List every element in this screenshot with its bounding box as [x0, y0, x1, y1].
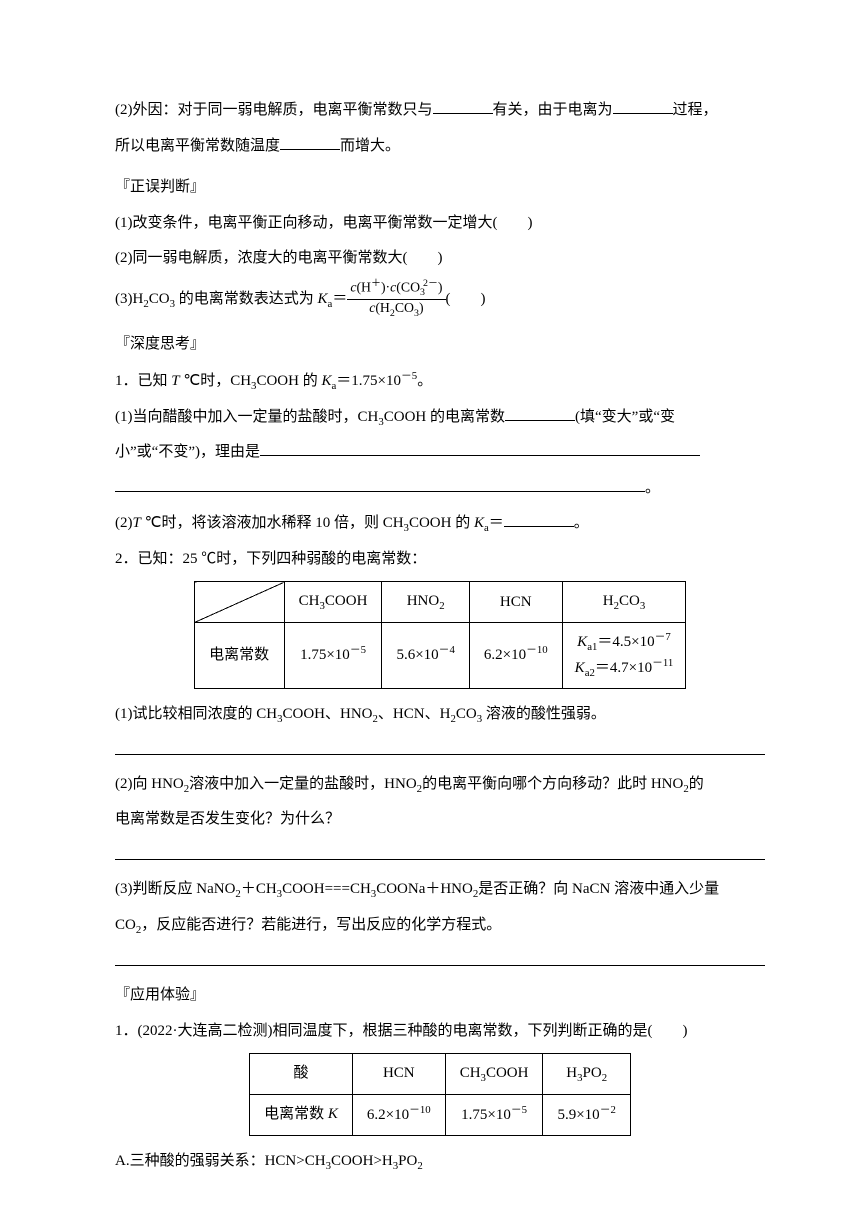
table-rowhead: 电离常数 — [194, 623, 284, 688]
fill-blank[interactable] — [505, 404, 575, 421]
text: (2)外因：对于同一弱电解质，电离平衡常数只与 — [115, 102, 433, 118]
var-K: K — [321, 373, 331, 389]
equals: ＝ — [332, 290, 347, 306]
fraction: c(H＋)·c(CO32－)c(H2CO3) — [347, 279, 445, 320]
superscript: －5 — [401, 370, 417, 382]
text: ℃时，CH — [180, 373, 251, 389]
section-judge-title: 『正误判断』 — [115, 172, 765, 204]
text: ( ) — [446, 290, 486, 306]
text: 1．已知 — [115, 373, 171, 389]
text: 小”或“不变”)，理由是 — [115, 444, 260, 460]
deep-q2-3b: CO2，反应能否进行？若能进行，写出反应的化学方程式。 — [115, 910, 765, 942]
deep-q1-2: (2)T ℃时，将该溶液加水稀释 10 倍，则 CH3COOH 的 Ka＝。 — [115, 508, 765, 540]
deep-q2-1: (1)试比较相同浓度的 CH3COOH、HNO2、HCN、H2CO3 溶液的酸性… — [115, 699, 765, 731]
fill-blank[interactable] — [504, 511, 574, 528]
table-header: CH3COOH — [284, 582, 382, 623]
var-K: K — [474, 515, 484, 531]
app-q1: 1．(2022·大连高二检测)相同温度下，根据三种酸的电离常数，下列判断正确的是… — [115, 1016, 765, 1048]
fill-blank[interactable] — [433, 98, 493, 115]
text: (2) — [115, 515, 133, 531]
deep-q2-2a: (2)向 HNO2溶液中加入一定量的盐酸时，HNO2的电离平衡向哪个方向移动？此… — [115, 769, 765, 801]
section-app-title: 『应用体验』 — [115, 980, 765, 1012]
table-row: 电离常数 1.75×10－5 5.6×10－4 6.2×10－10 Ka1＝4.… — [194, 623, 686, 688]
ionization-constants-table: CH3COOH HNO2 HCN H2CO3 电离常数 1.75×10－5 5.… — [194, 581, 687, 688]
text: (填“变大”或“变 — [575, 409, 675, 425]
table-cell: 5.9×10－2 — [543, 1094, 630, 1136]
var-T: T — [133, 515, 141, 531]
table-rowhead: 电离常数 K — [250, 1094, 353, 1136]
table-cell: 1.75×10－5 — [445, 1094, 543, 1136]
text: (3)H — [115, 290, 143, 306]
app-option-a: A.三种酸的强弱关系：HCN>CH3COOH>H3PO2 — [115, 1146, 765, 1178]
fill-blank[interactable] — [280, 133, 340, 150]
table-row: 电离常数 K 6.2×10－10 1.75×10－5 5.9×10－2 — [250, 1094, 631, 1136]
deep-q1-1c: 。 — [115, 473, 765, 505]
deep-q1-1: (1)当向醋酸中加入一定量的盐酸时，CH3COOH 的电离常数(填“变大”或“变 — [115, 402, 765, 434]
table-header: CH3COOH — [445, 1054, 543, 1095]
section-title-text: 『正误判断』 — [115, 179, 205, 195]
table-cell: 5.6×10－4 — [382, 623, 469, 688]
fill-blank-line[interactable] — [115, 950, 765, 967]
table-cell: Ka1＝4.5×10－7 Ka2＝4.7×10－11 — [562, 623, 686, 688]
text: ＝1.75×10 — [336, 373, 401, 389]
deep-q1: 1．已知 T ℃时，CH3COOH 的 Ka＝1.75×10－5。 — [115, 365, 765, 398]
intro-line2: 所以电离平衡常数随温度 而增大。 — [115, 131, 765, 163]
text: 过程， — [673, 102, 718, 118]
text: 而增大。 — [340, 138, 400, 154]
text: COOH 的 — [256, 373, 321, 389]
text: 所以电离平衡常数随温度 — [115, 138, 280, 154]
table-row: 酸 HCN CH3COOH H3PO2 — [250, 1054, 631, 1095]
table-cell: 1.75×10－5 — [284, 623, 382, 688]
fill-blank[interactable] — [260, 440, 700, 457]
deep-q2: 2．已知：25 ℃时，下列四种弱酸的电离常数： — [115, 544, 765, 576]
fill-blank-line[interactable] — [115, 738, 765, 755]
text: CO — [149, 290, 170, 306]
section-title-text: 『应用体验』 — [115, 987, 205, 1003]
text: 。 — [417, 373, 432, 389]
section-title-text: 『深度思考』 — [115, 336, 205, 352]
fill-blank-line[interactable] — [115, 844, 765, 861]
text: ℃时，将该溶液加水稀释 10 倍，则 CH — [141, 515, 404, 531]
table-header: HNO2 — [382, 582, 469, 623]
table-header: H2CO3 — [562, 582, 686, 623]
table-cell: 6.2×10－10 — [469, 623, 562, 688]
text: COOH 的 — [409, 515, 474, 531]
deep-q2-2b: 电离常数是否发生变化？为什么？ — [115, 804, 765, 836]
table-header: HCN — [352, 1054, 445, 1095]
intro-line1: (2)外因：对于同一弱电解质，电离平衡常数只与 有关，由于电离为 过程， — [115, 95, 765, 127]
app-table: 酸 HCN CH3COOH H3PO2 电离常数 K 6.2×10－10 1.7… — [249, 1053, 631, 1136]
deep-q2-3a: (3)判断反应 NaNO2＋CH3COOH===CH3COONa＋HNO2是否正… — [115, 874, 765, 906]
text: COOH 的电离常数 — [384, 409, 505, 425]
var-K: K — [318, 290, 328, 306]
text: 的电离常数表达式为 — [175, 290, 318, 306]
fraction-numerator: c(H＋)·c(CO32－) — [347, 279, 445, 300]
text: 有关，由于电离为 — [493, 102, 613, 118]
table-header: HCN — [469, 582, 562, 623]
table-header: H3PO2 — [543, 1054, 630, 1095]
table-cell: 6.2×10－10 — [352, 1094, 445, 1136]
deep-q1-1b: 小”或“不变”)，理由是 — [115, 437, 765, 469]
fill-blank[interactable] — [613, 98, 673, 115]
table-row: CH3COOH HNO2 HCN H2CO3 — [194, 582, 686, 623]
text: ＝ — [489, 515, 504, 531]
judge-item-3: (3)H2CO3 的电离常数表达式为 Ka＝c(H＋)·c(CO32－)c(H2… — [115, 279, 765, 320]
table-diag-cell — [194, 582, 284, 623]
text: 。 — [574, 515, 589, 531]
fill-blank[interactable] — [115, 475, 645, 492]
fraction-denominator: c(H2CO3) — [347, 300, 445, 320]
table-rowhead: 酸 — [250, 1054, 353, 1095]
text: (1)当向醋酸中加入一定量的盐酸时，CH — [115, 409, 378, 425]
var-T: T — [171, 373, 179, 389]
judge-item-1: (1)改变条件，电离平衡正向移动，电离平衡常数一定增大( ) — [115, 208, 765, 240]
section-deep-title: 『深度思考』 — [115, 329, 765, 361]
judge-item-2: (2)同一弱电解质，浓度大的电离平衡常数大( ) — [115, 243, 765, 275]
